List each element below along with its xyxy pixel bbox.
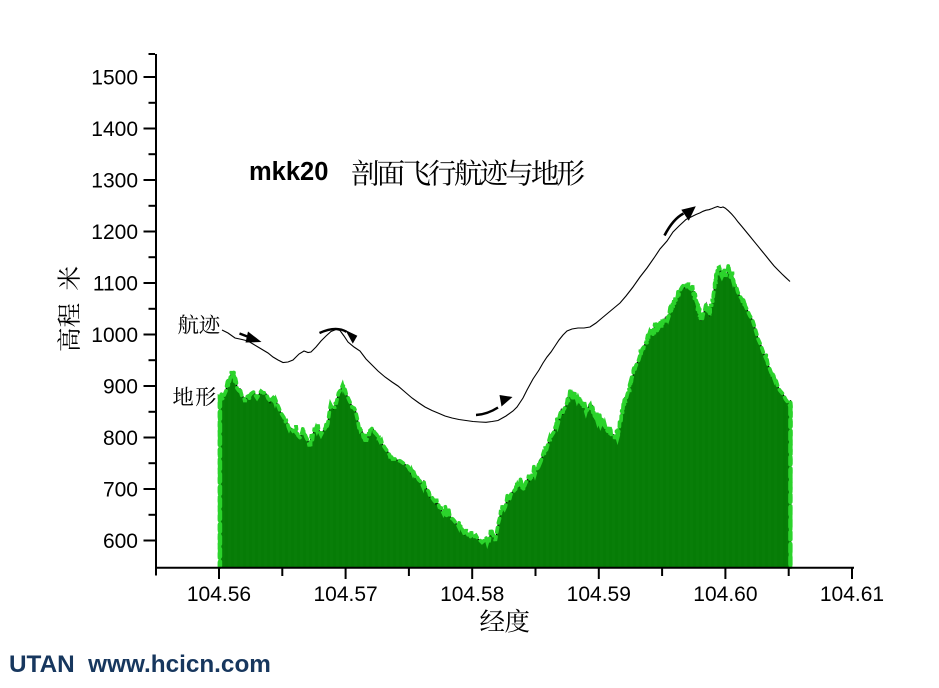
svg-text:700: 700 — [103, 479, 138, 502]
svg-text:1500: 1500 — [91, 67, 138, 90]
svg-text:104.56: 104.56 — [187, 583, 251, 606]
svg-text:600: 600 — [103, 530, 138, 553]
svg-text:1300: 1300 — [91, 170, 138, 193]
svg-text:900: 900 — [103, 376, 138, 399]
svg-text:104.60: 104.60 — [693, 583, 757, 606]
svg-text:1200: 1200 — [91, 221, 138, 244]
svg-text:800: 800 — [103, 427, 138, 450]
svg-text:1400: 1400 — [91, 118, 138, 141]
svg-text:104.57: 104.57 — [313, 583, 377, 606]
svg-text:1100: 1100 — [93, 273, 138, 296]
svg-text:1000: 1000 — [91, 324, 138, 347]
svg-text:mkk20: mkk20 — [249, 158, 328, 186]
svg-text:104.59: 104.59 — [567, 583, 631, 606]
svg-text:104.61: 104.61 — [820, 583, 884, 606]
svg-text:104.58: 104.58 — [440, 583, 504, 606]
